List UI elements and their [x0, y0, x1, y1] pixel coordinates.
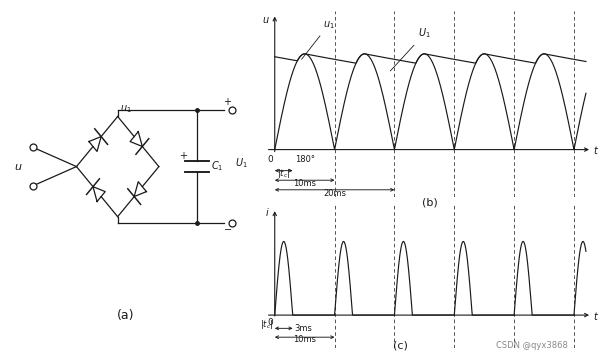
Text: $|t_c|$: $|t_c|$ — [277, 167, 291, 180]
Text: 180°: 180° — [295, 155, 315, 164]
Text: $C_1$: $C_1$ — [211, 160, 223, 173]
Text: 0: 0 — [267, 155, 273, 164]
Text: 3ms: 3ms — [295, 324, 312, 333]
Text: 10ms: 10ms — [293, 335, 316, 344]
Text: t: t — [593, 146, 597, 157]
Text: u: u — [263, 15, 269, 25]
Text: (b): (b) — [422, 197, 439, 207]
Text: $-$: $-$ — [223, 223, 232, 233]
Text: $u_1$: $u_1$ — [120, 103, 132, 115]
Text: +: + — [179, 151, 187, 161]
Text: CSDN @qyx3868: CSDN @qyx3868 — [496, 341, 567, 350]
Text: u: u — [14, 162, 22, 172]
Text: (c): (c) — [393, 341, 408, 351]
Text: $u_1$: $u_1$ — [301, 19, 335, 59]
Text: 20ms: 20ms — [323, 188, 346, 197]
Text: $|t_c|$: $|t_c|$ — [260, 318, 273, 331]
Text: $U_1$: $U_1$ — [234, 157, 248, 170]
Text: i: i — [266, 209, 269, 219]
Text: (a): (a) — [117, 309, 134, 322]
Text: 10ms: 10ms — [293, 179, 316, 188]
Text: 0: 0 — [267, 318, 273, 327]
Text: $U_1$: $U_1$ — [390, 27, 431, 71]
Text: +: + — [223, 97, 231, 107]
Text: t: t — [593, 312, 597, 322]
